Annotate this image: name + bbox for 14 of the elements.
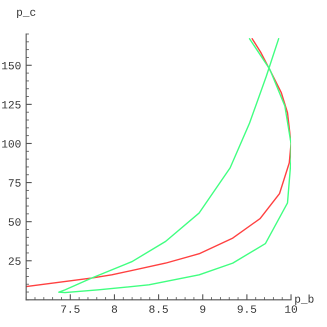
y-tick-label: 50 xyxy=(8,218,21,226)
x-axis-title: p_b xyxy=(295,294,314,305)
y-axis-title: p_c xyxy=(17,10,36,18)
x-tick-label: 8 xyxy=(112,305,118,313)
y-tick-label: 100 xyxy=(2,140,21,148)
y-tick-label: 125 xyxy=(2,100,21,109)
x-tick-label: 9 xyxy=(200,305,206,313)
x-tick-label: 9.5 xyxy=(238,305,256,313)
y-tick-label: 150 xyxy=(2,62,21,70)
x-tick-label: 7.5 xyxy=(61,305,80,313)
x-tick-label: 10 xyxy=(285,305,298,313)
x-tick-label: 8.5 xyxy=(149,305,168,313)
y-tick-label: 25 xyxy=(8,257,21,265)
y-tick-label: 75 xyxy=(8,179,21,187)
